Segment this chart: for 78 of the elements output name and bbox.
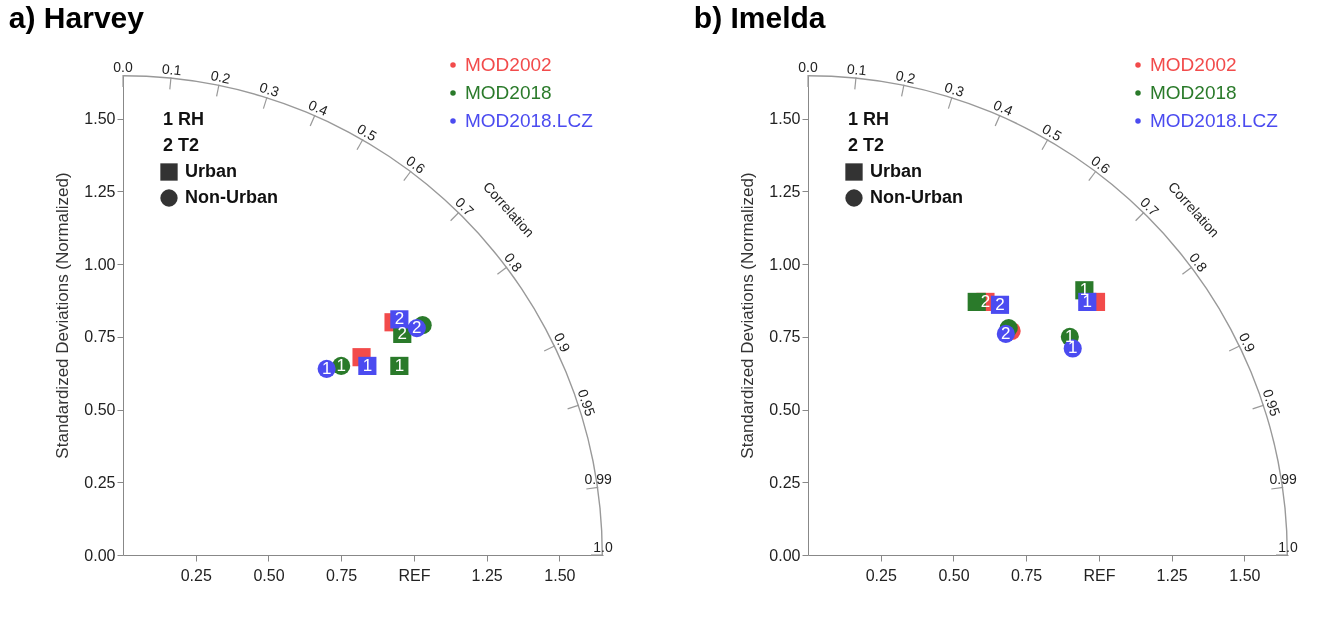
annotation: 2 T2 — [163, 135, 200, 155]
text: 0.0 — [798, 59, 818, 75]
text: MOD2002 — [465, 54, 552, 75]
annotation: 0.9 — [550, 330, 574, 355]
annotation: 2 — [412, 318, 422, 338]
x-tick-label: 0.50 — [253, 566, 285, 584]
annotation: Urban — [870, 161, 923, 181]
annotation: 2 T2 — [848, 135, 885, 155]
annotation: 0.5 — [1039, 120, 1065, 145]
y-axis-title: Standardized Deviations (Normalized) — [738, 172, 758, 459]
annotation: 0.6 — [403, 152, 429, 177]
annotation: Non-Urban — [185, 187, 278, 207]
annotation: 0.7 — [452, 193, 478, 220]
text: MOD2018 — [465, 82, 552, 103]
chart-title: a) Harvey — [8, 1, 145, 34]
annotation: Urban — [185, 161, 238, 181]
annotation: 1 RH — [848, 109, 890, 129]
y-tick-label: 0.75 — [769, 328, 801, 346]
annotation: Non-Urban — [870, 187, 963, 207]
x-tick-label: REF — [398, 566, 431, 584]
annotation: 1.0 — [1278, 539, 1298, 555]
annotation: 0.95 — [574, 387, 599, 419]
annotation: 0.1 — [161, 60, 183, 79]
x-tick-label: 1.25 — [1156, 566, 1188, 584]
annotation: 0.2 — [209, 67, 232, 87]
y-tick-label: 1.50 — [84, 110, 116, 128]
y-tick-label: 0.00 — [769, 546, 801, 564]
annotation: 0.8 — [501, 249, 526, 275]
annotation: 2 — [397, 323, 408, 343]
x-tick-label: REF — [1083, 566, 1116, 584]
annotation: 0.4 — [306, 96, 331, 120]
x-tick-label: 0.25 — [180, 566, 212, 584]
y-tick-label: 1.25 — [769, 182, 801, 200]
annotation: 2 — [995, 294, 1005, 314]
x-tick-label: 0.25 — [865, 566, 897, 584]
annotation: 1 — [362, 355, 373, 375]
annotation: 0.99 — [1269, 471, 1298, 488]
annotation: 1 — [321, 358, 332, 378]
text: MOD2018.LCZ — [1150, 110, 1279, 131]
annotation: 0.6 — [1088, 152, 1114, 177]
x-tick-label: 1.25 — [471, 566, 503, 584]
y-tick-label: 0.50 — [84, 401, 116, 419]
text: 0.0 — [113, 59, 133, 75]
text: MOD2002 — [1150, 54, 1237, 75]
annotation: 1 — [394, 355, 405, 375]
y-tick-label: 0.50 — [769, 401, 801, 419]
x-tick-label: 0.50 — [938, 566, 970, 584]
x-tick-label: 1.50 — [544, 566, 576, 584]
y-tick-label: 1.25 — [84, 182, 116, 200]
y-tick-label: 1.00 — [769, 255, 801, 273]
annotation: 0.3 — [942, 78, 967, 101]
annotation: 0.7 — [1137, 193, 1163, 220]
annotation: 0.4 — [991, 96, 1016, 120]
text: MOD2018 — [1150, 82, 1237, 103]
annotation: 0.9 — [1235, 330, 1259, 355]
y-tick-label: 0.00 — [84, 546, 116, 564]
annotation: 0.2 — [894, 67, 917, 87]
text: MOD2018.LCZ — [465, 110, 594, 131]
annotation: 0.95 — [1259, 387, 1284, 419]
annotation: 0.5 — [354, 120, 380, 145]
annotation: 1 RH — [163, 109, 205, 129]
x-tick-label: 0.75 — [326, 566, 358, 584]
annotation: 2 — [1001, 323, 1011, 343]
x-tick-label: 1.50 — [1229, 566, 1261, 584]
y-tick-label: 1.50 — [769, 110, 801, 128]
y-tick-label: 0.75 — [84, 328, 116, 346]
y-tick-label: 0.25 — [84, 473, 116, 491]
chart-title: b) Imelda — [693, 1, 826, 34]
annotation: 0.1 — [846, 60, 868, 79]
y-axis-title: Standardized Deviations (Normalized) — [53, 172, 73, 459]
annotation: 0.3 — [257, 78, 282, 101]
annotation: 0.8 — [1186, 249, 1211, 275]
y-tick-label: 1.00 — [84, 255, 116, 273]
annotation: 1 — [336, 355, 346, 375]
annotation: 1.0 — [593, 539, 613, 555]
annotation: 0.99 — [584, 471, 613, 488]
x-tick-label: 0.75 — [1011, 566, 1043, 584]
y-tick-label: 0.25 — [769, 473, 801, 491]
